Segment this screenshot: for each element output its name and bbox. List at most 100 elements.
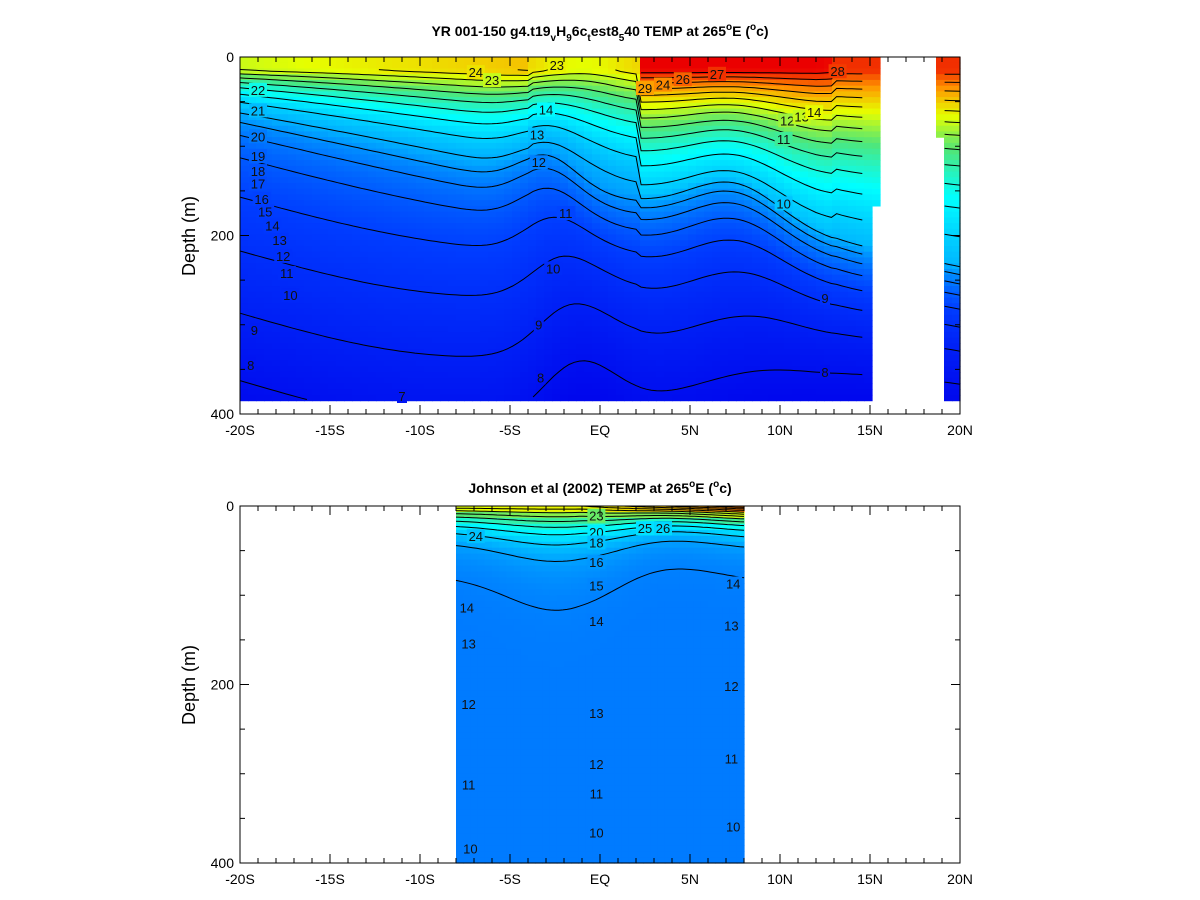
temperature-cell <box>384 251 393 259</box>
temperature-cell <box>432 349 441 356</box>
temperature-cell <box>240 57 249 64</box>
temperature-cell <box>664 303 673 310</box>
temperature-cell <box>632 383 641 390</box>
temperature-cell <box>784 349 793 356</box>
temperature-cell <box>808 377 817 385</box>
temperature-cell <box>264 79 273 87</box>
temperature-cell <box>424 142 433 150</box>
temperature-cell <box>560 245 569 253</box>
temperature-cell <box>304 114 313 121</box>
temperature-cell <box>808 389 817 396</box>
temperature-cell <box>576 148 585 155</box>
temperature-cell <box>312 137 321 144</box>
temperature-cell <box>432 160 441 167</box>
contour-label: 10 <box>283 288 297 303</box>
temperature-cell <box>320 360 329 367</box>
temperature-cell <box>632 194 641 201</box>
temperature-cell <box>760 102 769 110</box>
temperature-cell <box>944 308 953 316</box>
temperature-cell <box>496 131 505 138</box>
temperature-cell <box>568 257 577 264</box>
temperature-cell <box>304 102 313 110</box>
temperature-cell <box>864 263 873 270</box>
temperature-cell <box>664 383 673 390</box>
temperature-cell <box>416 114 425 121</box>
temperature-cell <box>352 120 361 127</box>
temperature-cell <box>640 377 649 385</box>
temperature-cell <box>352 234 361 241</box>
temperature-cell <box>376 240 385 247</box>
temperature-cell <box>248 223 257 230</box>
temperature-cell <box>512 297 521 304</box>
temperature-cell <box>440 154 449 161</box>
temperature-cell <box>712 297 721 304</box>
temperature-cell <box>528 102 537 110</box>
temperature-cell <box>616 57 625 64</box>
temperature-cell <box>608 125 617 133</box>
temperature-cell <box>560 223 569 230</box>
temperature-cell <box>792 171 801 178</box>
temperature-cell <box>816 394 825 402</box>
temperature-cell <box>720 371 729 379</box>
temperature-cell <box>384 160 393 167</box>
temperature-cell <box>416 154 425 161</box>
temperature-cell <box>392 354 401 362</box>
temperature-cell <box>512 366 521 373</box>
temperature-cell <box>656 108 665 115</box>
temperature-cell <box>864 268 873 276</box>
temperature-cell <box>872 108 881 115</box>
temperature-cell <box>536 291 545 299</box>
temperature-cell <box>584 102 593 110</box>
temperature-cell <box>624 57 633 64</box>
temperature-cell <box>728 320 737 327</box>
temperature-cell <box>592 182 601 190</box>
temperature-cell <box>600 354 609 362</box>
temperature-cell <box>760 228 769 236</box>
temperature-cell <box>488 234 497 241</box>
temperature-cell <box>256 297 265 304</box>
temperature-cell <box>768 148 777 155</box>
temperature-cell <box>408 114 417 121</box>
temperature-cell <box>512 68 521 75</box>
temperature-cell <box>760 205 769 213</box>
temperature-cell <box>312 320 321 327</box>
temperature-cell <box>944 57 953 64</box>
temperature-cell <box>768 108 777 115</box>
temperature-cell <box>552 125 561 133</box>
temperature-cell <box>656 389 665 396</box>
temperature-cell <box>608 240 617 247</box>
temperature-cell <box>792 125 801 133</box>
temperature-cell <box>800 383 809 390</box>
temperature-cell <box>680 228 689 236</box>
temperature-cell <box>504 308 513 316</box>
temperature-cell <box>408 245 417 253</box>
temperature-cell <box>856 383 865 390</box>
temperature-cell <box>368 377 377 385</box>
temperature-cell <box>288 142 297 150</box>
temperature-cell <box>648 297 657 304</box>
temperature-cell <box>648 62 657 70</box>
temperature-cell <box>496 320 505 327</box>
temperature-cell <box>616 383 625 390</box>
temperature-cell <box>256 308 265 316</box>
temperature-cell <box>712 131 721 138</box>
temperature-cell <box>824 274 833 281</box>
temperature-cell <box>576 314 585 322</box>
temperature-cell <box>496 394 505 402</box>
temperature-cell <box>416 354 425 362</box>
temperature-cell <box>744 79 753 87</box>
temperature-cell <box>680 331 689 339</box>
temperature-cell <box>408 97 417 104</box>
temperature-cell <box>632 62 641 70</box>
temperature-cell <box>608 337 617 344</box>
temperature-cell <box>952 194 961 201</box>
temperature-cell <box>272 165 281 173</box>
temperature-cell <box>952 251 961 259</box>
temperature-cell <box>504 240 513 247</box>
temperature-cell <box>704 188 713 196</box>
temperature-cell <box>664 394 673 402</box>
temperature-cell <box>552 240 561 247</box>
temperature-cell <box>944 182 953 190</box>
temperature-cell <box>664 177 673 184</box>
temperature-cell <box>504 154 513 161</box>
